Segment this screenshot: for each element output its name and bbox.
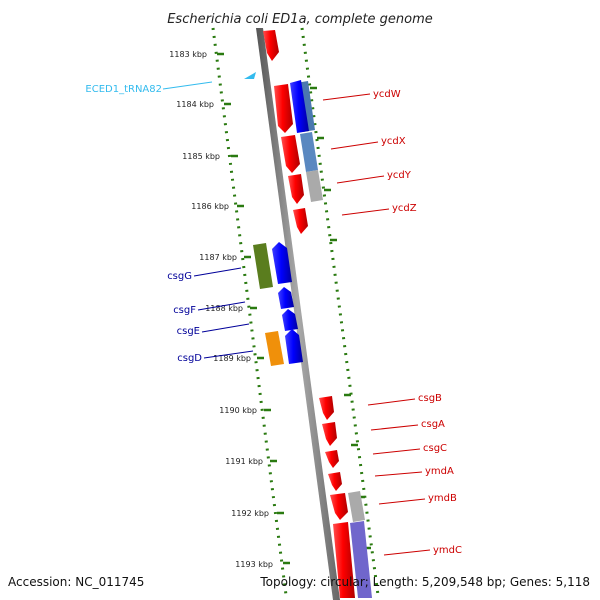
gene-arrow-forward[interactable]	[288, 174, 304, 204]
gene-arrow-forward[interactable]	[274, 84, 293, 133]
accession-text: Accession: NC_011745	[8, 575, 144, 589]
gene-label[interactable]: csgE	[177, 326, 200, 337]
gene-arrow-forward[interactable]	[281, 135, 300, 173]
gene-label[interactable]: ycdY	[387, 170, 412, 181]
trna-leader	[162, 81, 213, 90]
gene-label[interactable]: csgC	[423, 443, 447, 454]
kbp-label: 1193 kbp	[235, 560, 273, 569]
gene-label[interactable]: ycdZ	[392, 203, 417, 214]
gene-arrow-reverse[interactable]	[290, 80, 309, 133]
annotation-boxes	[296, 81, 372, 598]
right-gene-labels: ycdW ycdX ycdY ycdZ csgB csgA csgC ymdA …	[322, 89, 462, 556]
kbp-label: 1183 kbp	[169, 50, 207, 59]
gene-arrow-reverse[interactable]	[285, 329, 303, 364]
trna-marker[interactable]	[244, 72, 256, 79]
gene-label[interactable]: ymdB	[428, 493, 457, 504]
genome-backbone	[256, 28, 340, 600]
gene-arrow-forward[interactable]	[325, 450, 339, 468]
left-gene-labels: csgG csgF csgE csgD	[167, 267, 254, 364]
gene-arrow-forward[interactable]	[322, 422, 337, 446]
gene-label[interactable]: ycdW	[373, 89, 401, 100]
gene-arrow-reverse[interactable]	[282, 309, 298, 331]
gene-arrow-forward[interactable]	[328, 472, 342, 491]
gene-arrow-forward[interactable]	[319, 396, 334, 420]
kbp-label: 1190 kbp	[219, 406, 257, 415]
grey-box[interactable]	[348, 491, 365, 522]
gene-label[interactable]: ymdA	[425, 466, 454, 477]
kbp-label: 1192 kbp	[231, 509, 269, 518]
map-title: Escherichia coli ED1a, complete genome	[167, 12, 433, 27]
gene-arrow-reverse[interactable]	[272, 242, 292, 284]
lavender-box[interactable]	[350, 521, 372, 598]
kbp-label: 1184 kbp	[176, 100, 214, 109]
gene-label[interactable]: csgG	[167, 271, 192, 282]
gene-arrow-forward[interactable]	[263, 30, 279, 61]
gene-arrow-forward[interactable]	[330, 493, 348, 520]
kbp-label: 1185 kbp	[182, 152, 220, 161]
kbp-label: 1189 kbp	[213, 354, 251, 363]
reverse-genes	[272, 80, 309, 364]
gene-arrow-forward[interactable]	[293, 208, 308, 234]
gene-arrow-forward[interactable]	[333, 522, 355, 598]
steel-blue-box[interactable]	[300, 132, 318, 172]
kbp-label: 1186 kbp	[191, 202, 229, 211]
kbp-label: 1188 kbp	[205, 304, 243, 313]
grey-box[interactable]	[306, 170, 323, 202]
forward-genes	[263, 30, 355, 598]
topology-summary: Topology: circular; Length: 5,209,548 bp…	[259, 575, 590, 589]
kbp-label: 1187 kbp	[199, 253, 237, 262]
gene-label[interactable]: ymdC	[433, 545, 462, 556]
gene-label[interactable]: csgA	[421, 419, 445, 430]
csgD-box[interactable]	[265, 331, 284, 366]
gene-label[interactable]: csgF	[173, 305, 196, 316]
gene-arrow-reverse[interactable]	[278, 287, 294, 309]
gene-label[interactable]: ycdX	[381, 136, 406, 147]
kbp-label: 1191 kbp	[225, 457, 263, 466]
csgG-box[interactable]	[253, 243, 273, 289]
gene-label[interactable]: csgB	[418, 393, 442, 404]
trna-label[interactable]: ECED1_tRNA82	[85, 84, 162, 95]
gene-label[interactable]: csgD	[177, 353, 202, 364]
